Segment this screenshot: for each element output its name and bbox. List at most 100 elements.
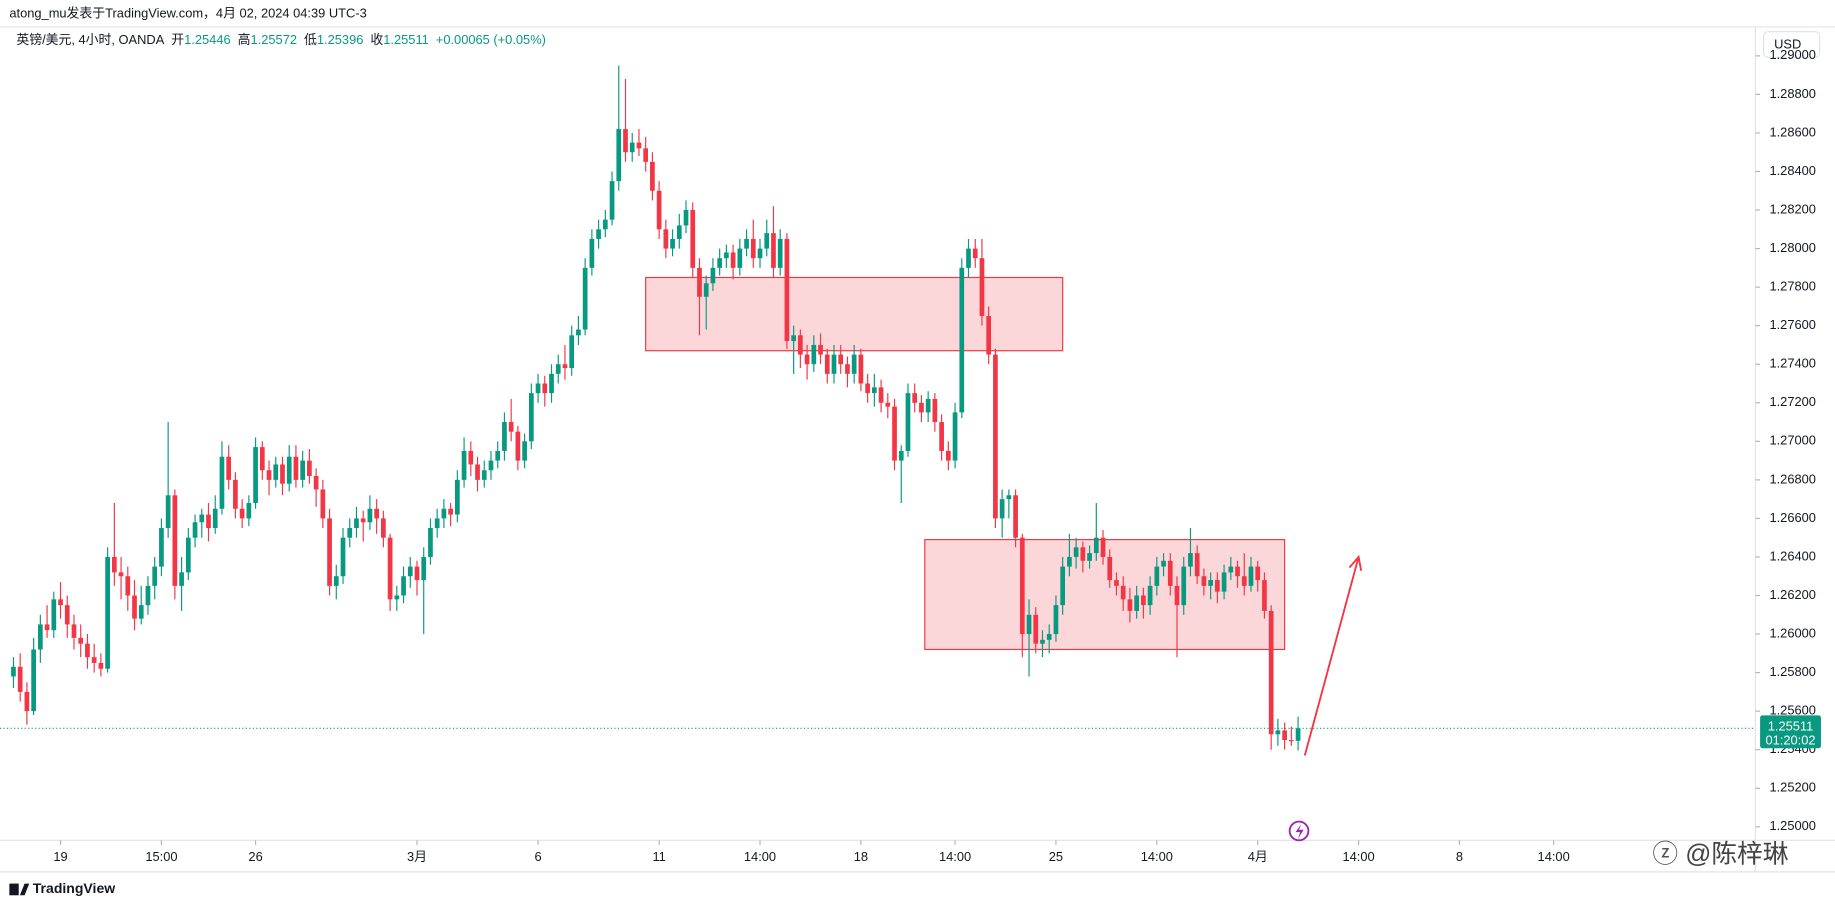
candle-body bbox=[972, 248, 978, 259]
x-tick-label: 19 bbox=[53, 849, 67, 864]
candle-body bbox=[434, 518, 440, 529]
y-tick-label: 1.27400 bbox=[1769, 356, 1815, 371]
arrow-line bbox=[1303, 556, 1360, 756]
candle-body bbox=[1127, 599, 1133, 611]
currency-label: USD bbox=[1774, 36, 1801, 51]
y-tick-label: 1.26000 bbox=[1769, 625, 1815, 640]
candle-body bbox=[51, 599, 57, 631]
candle-body bbox=[905, 393, 911, 451]
candle-body bbox=[609, 181, 615, 220]
candle-body bbox=[266, 470, 272, 480]
candle-body bbox=[1019, 537, 1025, 635]
candle-body bbox=[1208, 580, 1213, 586]
candle-body bbox=[125, 576, 131, 596]
candle-body bbox=[744, 238, 749, 249]
candle-body bbox=[91, 657, 97, 663]
candle-body bbox=[966, 248, 971, 268]
x-tick-label: 8 bbox=[1456, 849, 1463, 864]
candle-body bbox=[1073, 547, 1079, 557]
event-icon[interactable] bbox=[1288, 820, 1310, 842]
candle-body bbox=[791, 335, 796, 342]
candle-body bbox=[421, 556, 427, 581]
candle-body bbox=[508, 422, 514, 432]
legend-field-value: 1.25511 bbox=[383, 32, 429, 47]
y-tick-label: 1.27800 bbox=[1769, 279, 1815, 294]
candle-body bbox=[1235, 566, 1240, 577]
event-icon-bolt bbox=[1295, 823, 1304, 840]
candle-body bbox=[212, 508, 218, 529]
candle-body bbox=[952, 412, 958, 461]
candle-body bbox=[71, 624, 77, 638]
candle-body bbox=[1013, 495, 1018, 538]
candle-body bbox=[1188, 553, 1193, 567]
candle-body bbox=[165, 495, 171, 529]
candle-body bbox=[85, 643, 90, 658]
legend-field-label: 收 bbox=[370, 32, 383, 47]
candle-body bbox=[360, 518, 366, 523]
candle-body bbox=[1282, 730, 1287, 741]
candle-body bbox=[98, 662, 104, 669]
tv-logo bbox=[9, 883, 30, 896]
candle-body bbox=[333, 576, 339, 586]
candle-body bbox=[596, 229, 601, 239]
candle-body bbox=[347, 528, 353, 538]
candle-body bbox=[831, 354, 837, 374]
candle-body bbox=[851, 354, 857, 374]
candle-body bbox=[1262, 580, 1267, 611]
candle-body bbox=[818, 344, 823, 355]
candle-body bbox=[1194, 553, 1200, 577]
candle-body bbox=[1114, 580, 1119, 586]
candle-body bbox=[475, 464, 480, 480]
candle-body bbox=[206, 514, 211, 529]
candle-body bbox=[219, 456, 225, 509]
candle-body bbox=[616, 129, 622, 182]
x-tick-label: 25 bbox=[1049, 849, 1063, 864]
candle-body bbox=[31, 649, 36, 712]
candle-body bbox=[697, 267, 702, 297]
candle-body bbox=[192, 522, 198, 538]
legend-symbol: 英镑/美元, 4小时, OANDA bbox=[16, 32, 164, 47]
candle-body bbox=[78, 637, 84, 644]
x-tick-label: 6 bbox=[534, 849, 541, 864]
candle-body bbox=[979, 258, 985, 317]
candle-body bbox=[246, 502, 252, 519]
candle-body bbox=[233, 479, 238, 509]
candle-body bbox=[1006, 495, 1012, 500]
candle-body bbox=[1255, 566, 1261, 581]
candle-body bbox=[1046, 634, 1052, 640]
candle-body bbox=[1060, 566, 1066, 606]
candle-body bbox=[690, 210, 696, 268]
y-tick-label: 1.28600 bbox=[1769, 124, 1815, 139]
candle-body bbox=[1201, 576, 1207, 586]
y-tick-label: 1.25200 bbox=[1769, 780, 1815, 795]
y-tick-label: 1.28000 bbox=[1769, 240, 1815, 255]
candle-body bbox=[152, 566, 158, 586]
y-tick-label: 1.27000 bbox=[1769, 433, 1815, 448]
candle-body bbox=[313, 476, 319, 490]
x-tick-label: 14:00 bbox=[1141, 849, 1173, 864]
candle-body bbox=[1053, 605, 1059, 635]
candle-body bbox=[724, 252, 729, 259]
candle-body bbox=[629, 142, 635, 153]
currency-button[interactable] bbox=[1763, 31, 1821, 58]
candle-body bbox=[1288, 740, 1294, 742]
candle-body bbox=[394, 595, 400, 600]
candle-body bbox=[528, 393, 534, 442]
candle-body bbox=[172, 495, 178, 586]
candle-body bbox=[286, 456, 292, 484]
candle-body bbox=[454, 479, 460, 515]
candle-body bbox=[1134, 595, 1140, 611]
candle-body bbox=[925, 398, 931, 413]
legend-change: +0.00065 (+0.05%) bbox=[436, 32, 546, 47]
candle-body bbox=[838, 354, 844, 365]
candle-body bbox=[1067, 556, 1072, 567]
header: atong_mu发表于TradingView.com，4月 02, 2024 0… bbox=[9, 5, 366, 20]
candle-body bbox=[1147, 585, 1153, 606]
candle-body bbox=[159, 528, 164, 567]
candle-body bbox=[481, 470, 487, 480]
candle-body bbox=[757, 248, 763, 259]
candle-body bbox=[562, 364, 568, 369]
y-tick-label: 1.26200 bbox=[1769, 587, 1815, 602]
